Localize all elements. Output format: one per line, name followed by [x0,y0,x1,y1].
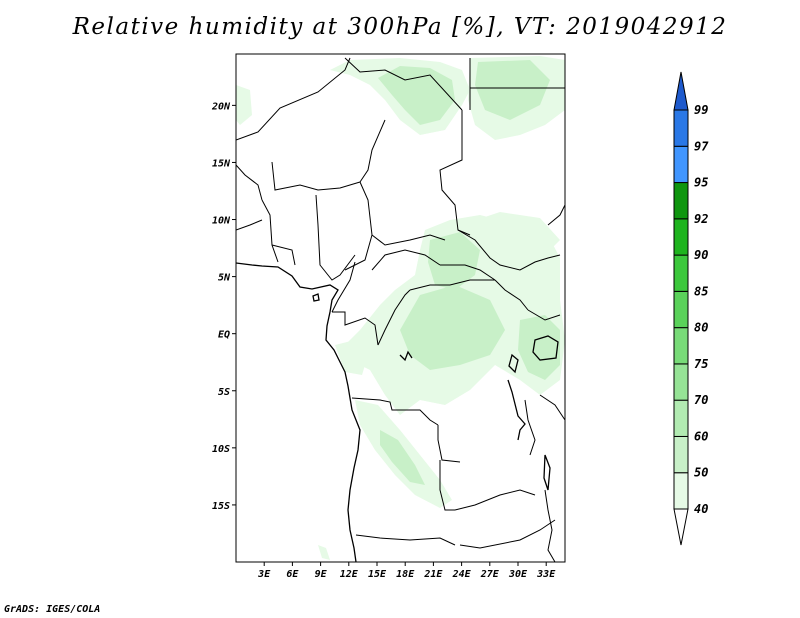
border-car-east [440,264,496,281]
colorbar-segment-85 [673,254,689,292]
border-drc-east [524,399,536,456]
coastline-east-lake [507,379,526,441]
border-chad-west [344,181,373,271]
humidity-area-sudan-strip [470,212,560,255]
border-car-north [371,249,441,271]
border-tanzania [539,394,565,421]
colorbar-label-85: 85 [694,284,708,298]
border-drc-south-1 [351,397,439,426]
border-congo-drc [377,289,411,346]
border-cameroon [331,261,356,313]
lon-tick-label-27E: 27E [480,569,500,580]
map-lines [236,57,565,562]
humidity-area-south-speck [318,545,330,560]
border-nigeria [315,194,356,281]
lon-tick-label-30E: 30E [508,569,528,580]
grads-credit: GrADS: IGES/COLA [4,604,101,615]
lat-tick-label-15S: 15S [212,501,230,512]
lake-victoria [532,335,559,361]
border-south-box [459,519,556,549]
colorbar-segment-75 [673,327,689,365]
lat-tick-label-5N: 5N [218,273,231,284]
colorbar-label-60: 60 [694,429,708,443]
border-drc-north [409,279,495,291]
colorbar-legend: 40 50 60 70 75 80 85 90 92 95 97 99 [673,71,709,546]
colorbar-segment-60 [673,399,689,437]
lat-tick-label-15N: 15N [212,158,231,169]
colorbar-segment-97 [673,109,689,147]
border-zambia-south [454,489,536,511]
border-west-1 [236,164,263,201]
border-ghana-burkina [236,219,263,231]
humidity-area-angola-core [380,430,425,485]
lat-tick-label-EQ: EQ [218,330,230,341]
humidity-area-cameroon-car [428,232,480,290]
colorbar-segment-95 [673,145,689,184]
latitude-axis: 20N 15N 10N 5N EQ 5S 10S 15S [211,101,236,512]
river-congo-segment [399,350,413,362]
humidity-shading [236,56,565,560]
lat-tick-label-5S: 5S [218,387,230,398]
border-mozambique [544,489,556,562]
border-congo-west [332,311,379,346]
border-ethiopia [547,204,565,226]
border-drc-south-2 [437,425,461,463]
humidity-area-west-edge [236,85,252,125]
border-chad-south [371,234,446,246]
bioko-island [312,293,320,302]
border-east-africa [527,309,561,321]
colorbar-segment-50 [673,435,689,474]
colorbar-label-40: 40 [694,502,708,516]
lon-tick-label-12E: 12E [340,569,359,580]
lat-tick-label-10S: 10S [212,444,230,455]
colorbar-label-99: 99 [694,103,708,117]
lon-tick-label-18E: 18E [396,569,415,580]
lon-tick-label-6E: 6E [286,569,299,580]
lon-tick-label-21E: 21E [423,569,443,580]
colorbar-segment-70 [673,363,689,401]
colorbar-segment-92 [673,182,689,220]
colorbar-segment-40 [673,472,689,510]
colorbar-label-50: 50 [694,466,708,480]
border-sudan-ss [457,229,561,271]
map-title: Relative humidity at 300hPa [%], VT: 201… [72,14,728,40]
border-mali-niger [236,57,351,141]
colorbar-label-92: 92 [694,212,708,226]
lon-tick-label-9E: 9E [315,569,328,580]
border-angola-namibia [355,534,456,546]
colorbar-segment-80 [673,290,689,329]
lake-kivu [508,353,519,374]
coastline-africa [236,262,361,562]
longitude-axis: 3E 6E 9E 12E 15E 18E 21E 24E 27E 30E 33E [257,562,556,580]
border-ss-drc [494,279,529,311]
lon-tick-label-3E: 3E [257,569,271,580]
colorbar-label-75: 75 [694,357,708,371]
colorbar-label-95: 95 [694,176,708,190]
humidity-area-congo-basin [400,285,505,370]
colorbar-max-triangle [673,71,689,111]
lat-tick-label-10N: 10N [212,216,231,227]
border-niger-south [271,161,361,191]
colorbar-label-70: 70 [694,393,708,407]
lat-tick-label-20N: 20N [211,101,231,112]
border-benin [271,244,296,266]
border-north-1 [344,57,463,111]
colorbar-min-triangle [673,508,689,546]
map-frame [235,53,566,563]
colorbar-segment-90 [673,218,689,256]
lake-malawi [543,454,551,491]
colorbar-label-80: 80 [694,321,708,335]
border-niger-chad [359,119,386,183]
humidity-area-east-lakes [518,315,560,380]
lon-tick-label-24E: 24E [452,569,472,580]
colorbar-label-97: 97 [694,139,709,153]
colorbar-label-90: 90 [694,248,708,262]
lon-tick-label-15E: 15E [368,569,387,580]
humidity-area-gabon-coast [335,340,368,375]
border-angola-zambia [439,460,455,511]
border-west-2 [261,199,279,263]
lon-tick-label-33E: 33E [536,569,556,580]
humidity-area-libya-core [475,60,550,120]
